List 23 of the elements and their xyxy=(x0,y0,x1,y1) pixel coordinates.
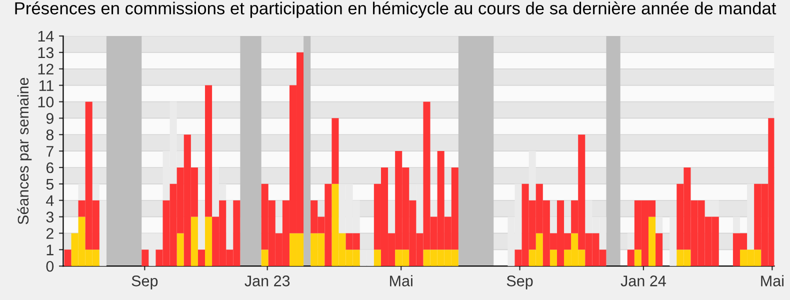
y-tick-label: 0 xyxy=(46,260,54,272)
y-tick-label: 6 xyxy=(46,162,54,174)
y-tick-label: 8 xyxy=(46,129,54,140)
y-tick-label: 11 xyxy=(39,80,54,91)
x-tick-label: Sep xyxy=(506,276,533,290)
y-tick-label: 1 xyxy=(46,244,54,256)
x-tick-label: Sep xyxy=(132,276,158,290)
y-tick-label: 10 xyxy=(38,96,54,108)
x-tick-label: Jan 23 xyxy=(244,276,290,286)
y-tick-label: 7 xyxy=(46,146,54,157)
y-tick-label: 3 xyxy=(46,212,54,222)
chart-title: Présences en commissions et participation en hémicycle au cours de sa dernière année de mandat xyxy=(15,2,776,18)
y-tick-label: 12 xyxy=(38,64,54,74)
y-tick-label: 4 xyxy=(46,195,54,206)
y-axis-title: Séances par semaine xyxy=(17,78,32,224)
y-tick-label: 9 xyxy=(46,113,54,124)
y-tick-label: 14 xyxy=(38,31,54,42)
x-tick-label: Jan 24 xyxy=(620,276,666,286)
y-tick-label: 5 xyxy=(46,178,54,190)
x-tick-label: Mai xyxy=(390,275,412,286)
x-tick-label: Mai xyxy=(761,275,784,286)
y-tick-label: 13 xyxy=(38,47,54,58)
y-tick-label: 2 xyxy=(46,228,54,239)
